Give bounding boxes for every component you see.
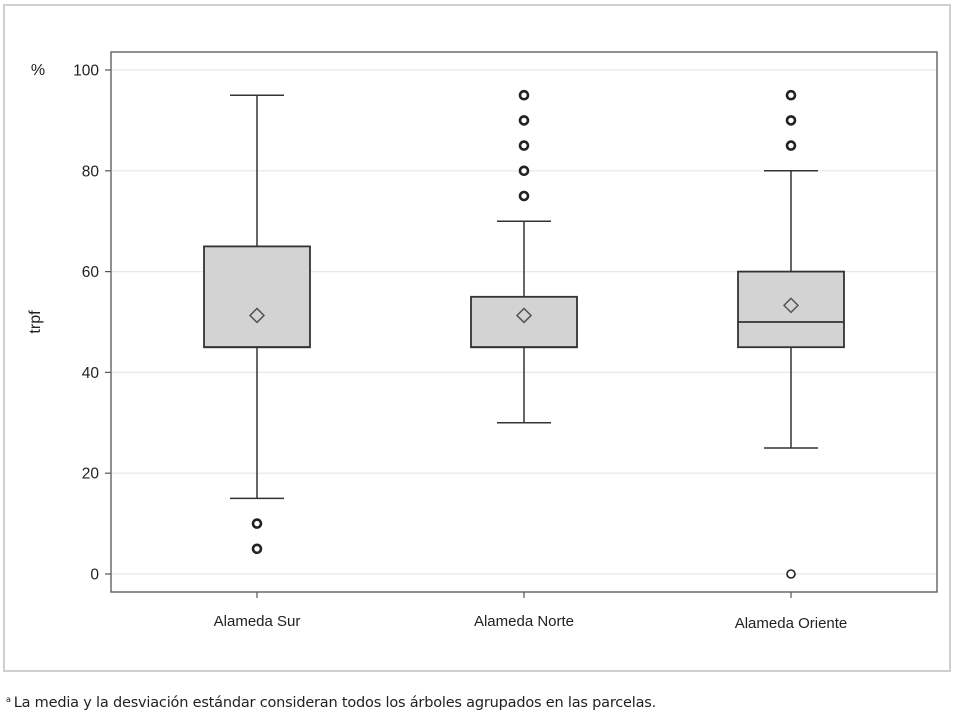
outlier-point	[518, 89, 530, 101]
mean-marker	[782, 297, 800, 314]
mean-marker	[248, 307, 266, 324]
y-axis: 0 20 40 60 80 100	[73, 63, 111, 584]
footnote-marker: a	[6, 695, 11, 704]
y-tick-label: 0	[90, 567, 99, 584]
outlier-point	[785, 89, 797, 101]
outlier-point	[785, 115, 797, 126]
y-tick-label: 20	[82, 466, 100, 483]
y-tick-label: 60	[82, 264, 100, 281]
footnote-text: La media y la desviación estándar consid…	[13, 695, 657, 711]
outlier-point	[785, 140, 797, 151]
footnote: a La media y la desviación estándar consi…	[6, 695, 656, 711]
outlier-point	[518, 140, 530, 151]
box	[737, 270, 845, 349]
outlier-point	[518, 165, 530, 177]
outlier-point	[251, 543, 263, 555]
outlier-point	[518, 115, 530, 126]
box	[203, 245, 311, 349]
boxes	[203, 89, 845, 579]
y-unit-label: %	[31, 62, 45, 79]
x-axis: Alameda Sur Alameda Norte Alameda Oriente	[214, 592, 848, 632]
x-tick-label: Alameda Oriente	[735, 615, 848, 632]
mean-marker	[515, 307, 533, 324]
x-tick-label: Alameda Sur	[214, 613, 301, 630]
y-tick-label: 40	[82, 365, 100, 382]
y-axis-label: trpf	[27, 310, 44, 334]
x-tick-label: Alameda Norte	[474, 613, 574, 630]
y-tick-label: 100	[73, 63, 99, 80]
y-tick-label: 80	[82, 163, 100, 180]
outlier-point	[518, 190, 530, 202]
outlier-point	[251, 518, 263, 529]
outlier-point	[786, 569, 796, 579]
